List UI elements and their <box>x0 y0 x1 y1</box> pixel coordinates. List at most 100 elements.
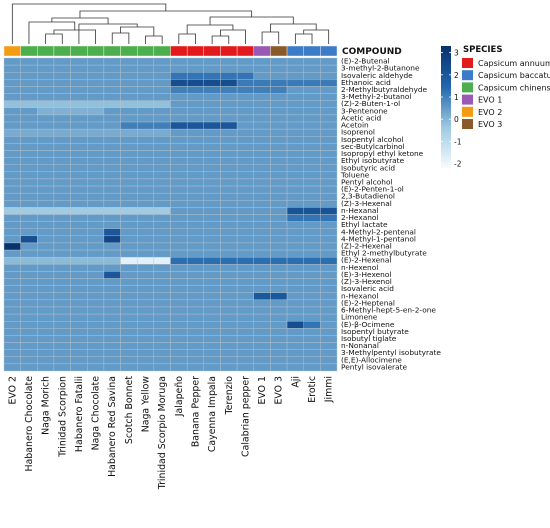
heatmap-cell <box>3 150 21 158</box>
heatmap-cell <box>103 313 121 322</box>
heatmap-cell <box>236 235 254 244</box>
heatmap-cell <box>253 107 271 116</box>
heatmap-cell <box>203 256 221 265</box>
heatmap-cell <box>87 207 105 215</box>
heatmap-cell <box>136 221 155 229</box>
heatmap-cell <box>20 150 38 158</box>
heatmap-cell <box>203 178 221 187</box>
heatmap-cell <box>53 342 71 350</box>
heatmap-cell <box>20 207 38 215</box>
heatmap-cell <box>87 321 105 329</box>
heatmap-cell <box>203 356 221 365</box>
heatmap-cells <box>3 57 338 372</box>
heatmap-cell <box>53 271 71 279</box>
heatmap-cell <box>136 100 155 108</box>
heatmap-cell <box>203 313 221 322</box>
heatmap-cell <box>136 128 155 137</box>
heatmap-cell <box>320 249 338 258</box>
heatmap-cell <box>186 207 204 215</box>
heatmap-cell <box>70 114 88 123</box>
heatmap-cell <box>120 285 138 293</box>
heatmap-cell <box>20 100 38 108</box>
heatmap-cell <box>120 356 138 365</box>
heatmap-cell <box>186 292 204 301</box>
legend-swatch <box>462 70 473 81</box>
heatmap-cell <box>103 200 121 208</box>
heatmap-cell <box>87 221 105 229</box>
heatmap-cell <box>320 292 338 301</box>
heatmap-cell <box>203 207 221 215</box>
heatmap-cell <box>236 349 254 357</box>
species-annotation-cell <box>120 45 138 57</box>
heatmap-cell <box>236 121 254 130</box>
heatmap-cell <box>303 321 321 329</box>
heatmap-cell <box>53 278 71 286</box>
colorbar-tick-label: -1 <box>454 137 462 146</box>
heatmap-cell <box>103 342 121 350</box>
heatmap-cell <box>37 228 55 237</box>
column-label: Jimmi <box>324 376 335 403</box>
heatmap-cell <box>303 328 321 336</box>
heatmap-cell <box>103 214 121 222</box>
heatmap-cell <box>153 72 171 80</box>
heatmap-cell <box>136 86 155 94</box>
heatmap-cell <box>20 249 38 258</box>
heatmap-cell <box>120 335 138 343</box>
heatmap-cell <box>303 292 321 301</box>
dendrogram-branch <box>261 31 280 44</box>
heatmap-cell <box>120 221 138 229</box>
heatmap-cell <box>236 185 254 194</box>
species-annotation-cell <box>236 45 254 57</box>
heatmap-cell <box>220 228 238 237</box>
heatmap-cell <box>186 150 204 158</box>
heatmap-cell <box>203 271 221 279</box>
heatmap-cell <box>120 306 138 315</box>
heatmap-cell <box>186 214 204 222</box>
heatmap-cell <box>53 299 71 308</box>
heatmap-cell <box>270 150 288 158</box>
heatmap-cell <box>3 292 21 301</box>
heatmap-cell <box>236 86 254 94</box>
heatmap-cell <box>303 192 321 201</box>
heatmap-cell <box>186 349 204 357</box>
heatmap-cell <box>236 57 254 66</box>
heatmap-cell <box>120 136 138 144</box>
heatmap-cell <box>136 342 155 350</box>
heatmap-cell <box>120 299 138 308</box>
heatmap-cell <box>37 313 55 322</box>
heatmap-cell <box>270 235 288 244</box>
heatmap-cell <box>286 285 304 293</box>
heatmap-cell <box>87 278 105 286</box>
legend-swatch <box>462 119 473 129</box>
heatmap-cell <box>53 356 71 365</box>
heatmap-cell <box>37 299 55 308</box>
column-label: Habanero Red Savina <box>107 376 118 477</box>
heatmap-cell <box>20 72 38 80</box>
row-label: (E)-β-Ocimene <box>341 320 395 329</box>
heatmap-cell <box>170 171 188 180</box>
heatmap-cell <box>253 157 271 165</box>
heatmap-cell <box>270 363 288 372</box>
heatmap-cell <box>253 221 271 229</box>
heatmap-cell <box>270 100 288 108</box>
legend-label: Capsicum annuum <box>478 59 550 68</box>
heatmap-cell <box>303 64 321 73</box>
heatmap-cell <box>120 256 138 265</box>
heatmap-cell <box>170 207 188 215</box>
heatmap-cell <box>303 57 321 66</box>
row-label: (Z)-3-Hexenol <box>341 277 392 286</box>
heatmap-cell <box>186 171 204 180</box>
heatmap-cell <box>253 363 271 372</box>
heatmap-cell <box>87 285 105 293</box>
heatmap-cell <box>103 64 121 73</box>
heatmap-cell <box>3 207 21 215</box>
heatmap-cell <box>236 214 254 222</box>
heatmap-cell <box>236 292 254 301</box>
heatmap-cell <box>87 256 105 265</box>
heatmap-cell <box>253 278 271 286</box>
legend-swatch <box>462 58 473 68</box>
heatmap-cell <box>37 128 55 137</box>
heatmap-cell <box>3 100 21 108</box>
heatmap-cell <box>170 221 188 229</box>
dendrogram-branch <box>11 3 167 44</box>
